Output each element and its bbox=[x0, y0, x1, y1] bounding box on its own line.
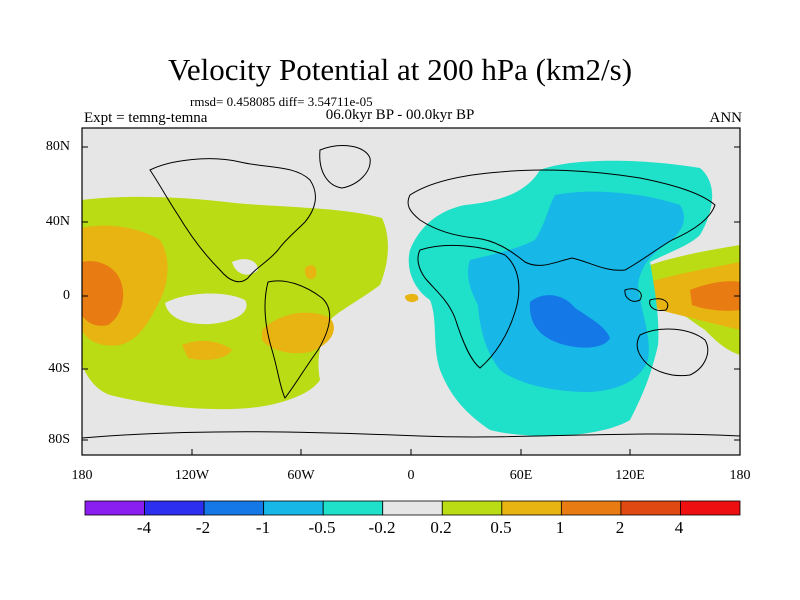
orange-patch-west-pacific bbox=[639, 262, 740, 330]
colorbar-label: -0.5 bbox=[308, 518, 336, 537]
colorbar-box bbox=[382, 500, 443, 516]
lon-label-60e: 60E bbox=[509, 468, 533, 483]
lat-label-40s: 40S bbox=[48, 361, 70, 376]
lightblue-region-indian-ocean bbox=[467, 191, 685, 392]
coastline-antarctica bbox=[82, 431, 740, 439]
lat-label-80n: 80N bbox=[45, 139, 70, 154]
orange-patch-caribbean bbox=[304, 265, 317, 280]
experiment-label: Expt = temng-temna bbox=[84, 110, 208, 126]
colorbar-box bbox=[441, 500, 503, 516]
coastline-south-america bbox=[264, 280, 331, 399]
darkorange-core-pacific bbox=[82, 261, 124, 326]
lat-label-40n: 40N bbox=[45, 214, 70, 229]
lon-label-120e: 120E bbox=[615, 468, 645, 483]
latitude-ticks bbox=[82, 146, 740, 441]
blue-core-indian-ocean bbox=[529, 295, 610, 348]
longitude-ticks bbox=[81, 449, 741, 455]
contour-fill-layer bbox=[82, 128, 740, 455]
colorbar-box bbox=[680, 500, 741, 516]
coastlines bbox=[82, 145, 740, 439]
neutral-hole-gulf bbox=[232, 259, 258, 275]
colorbar-box bbox=[203, 500, 265, 516]
colorbar-box bbox=[322, 500, 384, 516]
coastline-greenland bbox=[319, 145, 371, 189]
colorbar-box bbox=[501, 500, 562, 516]
orange-patch-south-america bbox=[262, 312, 334, 354]
coastline-north-america bbox=[149, 158, 316, 283]
colorbar-box bbox=[84, 500, 145, 516]
orange-patch-atlantic bbox=[405, 293, 419, 303]
coastline-eurasia bbox=[407, 169, 716, 271]
neutral-hole-east-pacific bbox=[165, 293, 247, 325]
colorbar bbox=[84, 500, 741, 516]
colorbar-label: -4 bbox=[136, 518, 152, 537]
colorbar-label: -2 bbox=[195, 518, 211, 537]
rmsd-diff-stats: rmsd= 0.458085 diff= 3.54711e-05 bbox=[190, 94, 373, 109]
coastline-africa bbox=[417, 244, 520, 369]
lon-label-0: 0 bbox=[407, 468, 415, 483]
darkorange-core-west-pacific bbox=[690, 281, 740, 311]
colorbar-label: 4 bbox=[674, 518, 684, 537]
chart-title: Velocity Potential at 200 hPa (km2/s) bbox=[167, 52, 633, 87]
lat-label-80s: 80S bbox=[48, 432, 70, 447]
coastline-australia bbox=[636, 328, 709, 377]
colorbar-box bbox=[620, 500, 681, 516]
lat-label-0: 0 bbox=[63, 288, 70, 303]
colorbar-label: 0.2 bbox=[430, 518, 452, 537]
colorbar-label: 2 bbox=[615, 518, 625, 537]
orange-patch-south-pacific bbox=[182, 340, 232, 360]
colorbar-label: -0.2 bbox=[368, 518, 396, 537]
colorbar-label: 0.5 bbox=[490, 518, 512, 537]
colorbar-box bbox=[263, 500, 324, 516]
colorbar-box bbox=[560, 500, 622, 516]
colorbar-label: -1 bbox=[255, 518, 271, 537]
lon-label-180w: 180 bbox=[71, 468, 93, 483]
period-label: 06.0kyr BP - 00.0kyr BP bbox=[325, 107, 475, 123]
colorbar-label: 1 bbox=[555, 518, 565, 537]
lon-label-120w: 120W bbox=[174, 468, 210, 483]
lon-label-180e: 180 bbox=[729, 468, 751, 483]
coastline-maritime-continent bbox=[624, 288, 669, 311]
season-label: ANN bbox=[709, 110, 743, 126]
colorbar-box bbox=[144, 500, 205, 516]
lon-label-60w: 60W bbox=[287, 468, 315, 483]
